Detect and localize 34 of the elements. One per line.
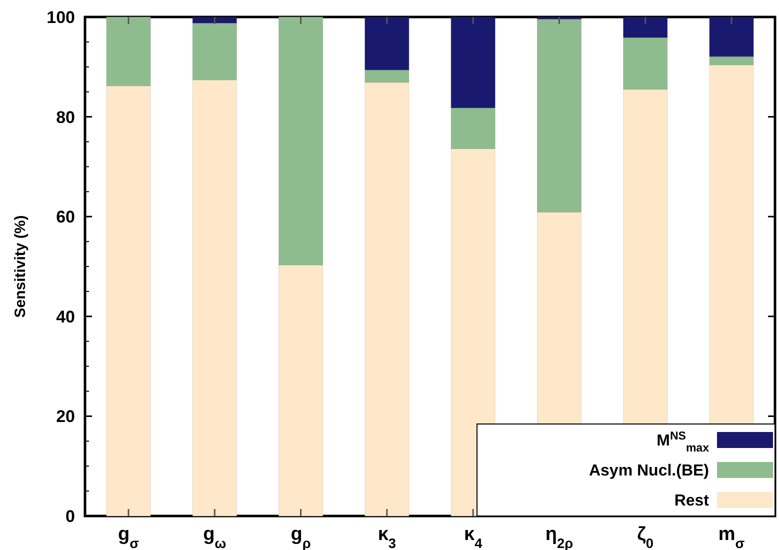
- bar: [192, 16, 237, 24]
- bar: [364, 70, 410, 83]
- bar: [623, 16, 668, 38]
- bar: [192, 22, 237, 80]
- bar: [106, 86, 151, 516]
- bar: [364, 82, 410, 516]
- bar: [450, 16, 496, 108]
- y-tick-label: 80: [56, 108, 75, 127]
- bar: [192, 80, 237, 516]
- x-tick-label: g$_{ω}$: [203, 524, 227, 550]
- x-tick-label: κ$_{3}$: [378, 524, 396, 550]
- bar: [709, 56, 754, 66]
- x-tick-label: κ$_{4}$: [464, 524, 483, 550]
- bar: [106, 16, 151, 86]
- x-tick-label: m$_{σ}$: [718, 524, 746, 550]
- y-tick-label: 60: [56, 208, 75, 227]
- bar: [278, 16, 324, 266]
- x-tick-label: ζ$_{0}$: [637, 524, 654, 550]
- bar: [623, 37, 668, 90]
- y-tick-label: 20: [56, 407, 75, 426]
- legend-label: Asym Nucl.(BE): [588, 462, 709, 480]
- x-tick-label: η$_{2ρ}$: [545, 524, 574, 550]
- y-tick-label: 100: [46, 8, 75, 27]
- bar: [536, 18, 582, 212]
- bar: [278, 264, 324, 516]
- bar: [450, 108, 496, 149]
- x-tick-label: g$_{σ}$: [118, 524, 140, 550]
- y-tick-label: 0: [66, 506, 75, 526]
- y-tick-label: 40: [56, 307, 75, 326]
- legend-label: Rest: [674, 492, 710, 510]
- bar: [709, 16, 754, 57]
- y-axis-title: Sensitivity (%): [12, 215, 29, 318]
- bar: [364, 16, 410, 70]
- x-tick-label: g$_{ρ}$: [290, 524, 311, 550]
